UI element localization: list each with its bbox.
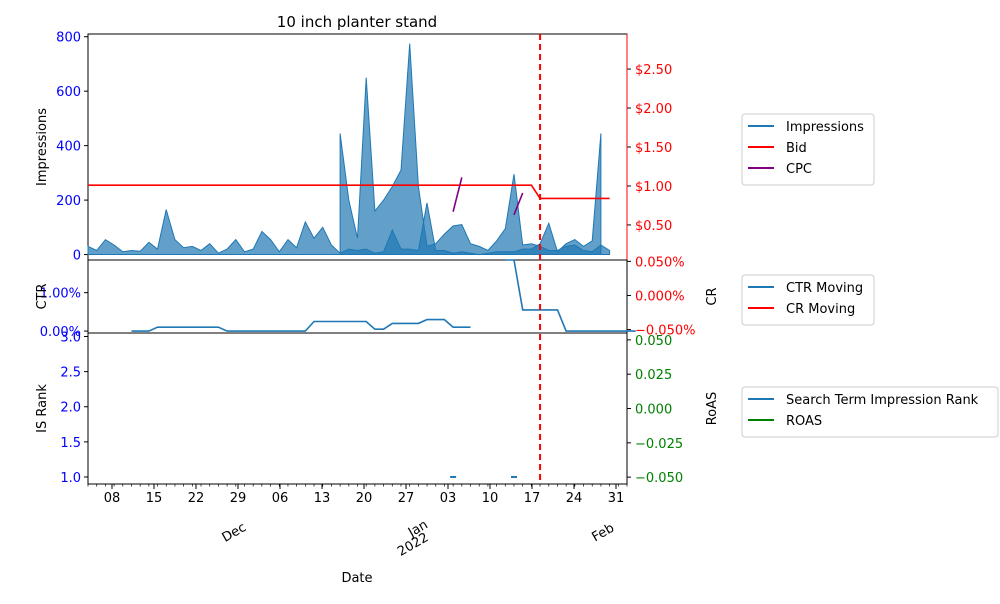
y-tick-label-right: 0.025 xyxy=(635,368,672,383)
y-tick-label-right: −0.050% xyxy=(635,324,695,339)
legend-box xyxy=(741,386,999,438)
panel-ctr: 0.00% 1.00% −0.050% 0.000% 0.050% CTR CR xyxy=(35,255,720,340)
bid-line xyxy=(88,184,610,200)
legend-label: CR Moving xyxy=(786,302,855,317)
cpc-line xyxy=(452,177,463,212)
y-tick-label-left: 1.5 xyxy=(60,436,81,451)
y-tick-label-left: 3.0 xyxy=(60,331,81,346)
x-tick-label: 08 xyxy=(104,491,121,506)
panel-is-rank: 1.0 1.5 2.0 2.5 3.0 −0.050 −0.025 0.000 0.025 0.0… xyxy=(35,331,720,487)
y-tick-label-left: 400 xyxy=(56,140,81,155)
y-tick-label-right: 0.000 xyxy=(635,403,672,418)
ctr-moving-line xyxy=(505,259,636,332)
y-axis-label: Impressions xyxy=(35,108,50,186)
y-axis-label: CTR xyxy=(35,283,50,309)
x-tick-label: 29 xyxy=(230,491,247,506)
y-tick-label-right: $1.50 xyxy=(635,141,672,156)
y-tick-label-left: 2.5 xyxy=(60,366,81,381)
y-tick-label-right: $1.00 xyxy=(635,180,672,195)
impressions-area xyxy=(339,43,611,256)
panel-impressions: 0 200 400 600 800 $0.50 $1.00 $1.50 $2.00 $2.50 Im… xyxy=(35,31,672,264)
x-tick-label: 27 xyxy=(398,491,415,506)
x-axis-label: Date xyxy=(341,571,372,586)
y-tick-label-right: −0.050 xyxy=(635,471,683,486)
y-tick-label-left: 0 xyxy=(73,249,81,264)
y-tick-label-right: 0.000% xyxy=(635,289,685,304)
chart-title: 10 inch planter stand xyxy=(277,13,437,31)
x-tick-label: 15 xyxy=(146,491,163,506)
x-tick-label: 22 xyxy=(188,491,205,506)
x-tick-label: 20 xyxy=(356,491,373,506)
x-month-label: Dec xyxy=(220,520,249,546)
x-tick-label: 03 xyxy=(440,491,457,506)
y-tick-label-left: 1.0 xyxy=(60,471,81,486)
legend-label: Search Term Impression Rank xyxy=(786,393,979,408)
y-tick-label-right: −0.025 xyxy=(635,437,683,452)
cpc-line xyxy=(513,192,524,216)
x-month-label: Feb xyxy=(590,521,617,546)
x-tick-label: 24 xyxy=(566,491,583,506)
legend-label: Impressions xyxy=(786,120,864,135)
y-axis-label: IS Rank xyxy=(35,384,50,433)
y-tick-label-left: 200 xyxy=(56,194,81,209)
ctr-moving-line xyxy=(131,318,471,332)
y-tick-label-right: $2.50 xyxy=(635,63,672,78)
y-tick-label-left: 0.00% xyxy=(40,325,81,340)
y-tick-label-left: 600 xyxy=(56,85,81,100)
y-tick-label-right: 0.050 xyxy=(635,334,672,349)
y2-axis-label: RoAS xyxy=(705,392,720,426)
y-tick-label-left: 1.00% xyxy=(40,287,81,302)
legend-box xyxy=(741,113,875,186)
y-tick-label-left: 2.0 xyxy=(60,401,81,416)
x-tick-label: 13 xyxy=(314,491,331,506)
y-tick-label-right: $0.50 xyxy=(635,219,672,234)
x-tick-label: 31 xyxy=(608,491,625,506)
x-tick-label: 17 xyxy=(524,491,541,506)
x-tick-label: 06 xyxy=(272,491,289,506)
legend-label: CPC xyxy=(786,162,812,177)
y-tick-label-right: $2.00 xyxy=(635,102,672,117)
x-tick-label: 10 xyxy=(482,491,499,506)
legends: Impressions Bid CPC CTR Moving CR Moving Sear… xyxy=(741,113,999,438)
legend-label: CTR Moving xyxy=(786,281,863,296)
legend-label: ROAS xyxy=(786,414,822,429)
y-tick-label-left: 800 xyxy=(56,31,81,46)
y-tick-label-right: 0.050% xyxy=(635,255,685,270)
legend-box xyxy=(741,274,875,326)
legend-label: Bid xyxy=(786,141,807,156)
y2-axis-label: CR xyxy=(705,287,720,305)
panel-frame xyxy=(87,332,628,485)
